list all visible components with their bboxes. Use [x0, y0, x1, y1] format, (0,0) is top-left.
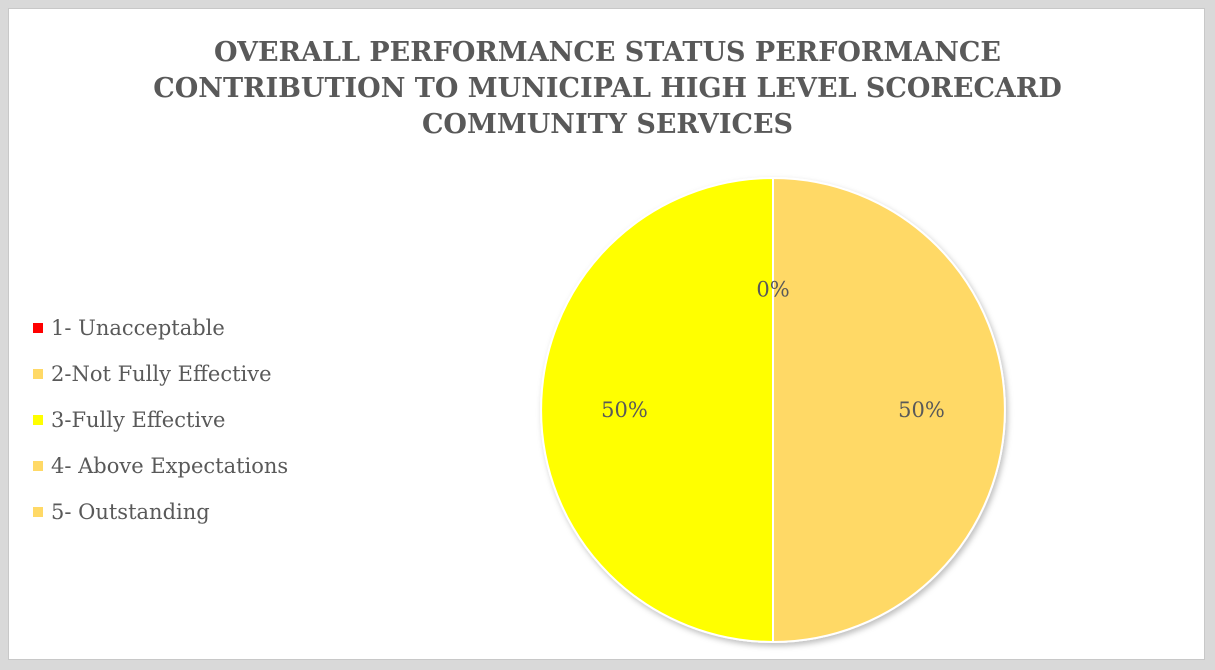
- legend-item-outstanding: 5- Outstanding: [33, 489, 288, 535]
- legend-item-fully-effective: 3-Fully Effective: [33, 397, 288, 443]
- pie-data-label: 50%: [898, 398, 945, 422]
- pie-data-label: 50%: [601, 398, 648, 422]
- chart-title-line-2: CONTRIBUTION TO MUNICIPAL HIGH LEVEL SCO…: [153, 73, 1062, 104]
- legend-item-above-expectations: 4- Above Expectations: [33, 443, 288, 489]
- chart-title-line-1: OVERALL PERFORMANCE STATUS PERFORMANCE: [214, 37, 1001, 68]
- chart-title-line-3: COMMUNITY SERVICES: [421, 109, 794, 140]
- pie-chart: 0% 50% 50%: [540, 176, 1006, 644]
- chart-frame: OVERALL PERFORMANCE STATUS PERFORMANCE C…: [8, 8, 1205, 660]
- chart-title: OVERALL PERFORMANCE STATUS PERFORMANCE C…: [9, 35, 1206, 143]
- pie-data-label: 0%: [756, 277, 789, 301]
- legend-item-unacceptable: 1- Unacceptable: [33, 305, 288, 351]
- legend-label: 1- Unacceptable: [51, 316, 225, 340]
- legend-swatch: [33, 415, 43, 425]
- chart-legend: 1- Unacceptable 2-Not Fully Effective 3-…: [33, 305, 288, 535]
- legend-swatch: [33, 369, 43, 379]
- pie-slice: [540, 176, 774, 644]
- legend-label: 5- Outstanding: [51, 500, 210, 524]
- pie-slice: [772, 176, 1006, 644]
- legend-item-not-fully-effective: 2-Not Fully Effective: [33, 351, 288, 397]
- legend-label: 3-Fully Effective: [51, 408, 226, 432]
- legend-swatch: [33, 461, 43, 471]
- legend-label: 4- Above Expectations: [51, 454, 289, 478]
- legend-swatch: [33, 323, 43, 333]
- legend-label: 2-Not Fully Effective: [51, 362, 272, 386]
- legend-swatch: [33, 507, 43, 517]
